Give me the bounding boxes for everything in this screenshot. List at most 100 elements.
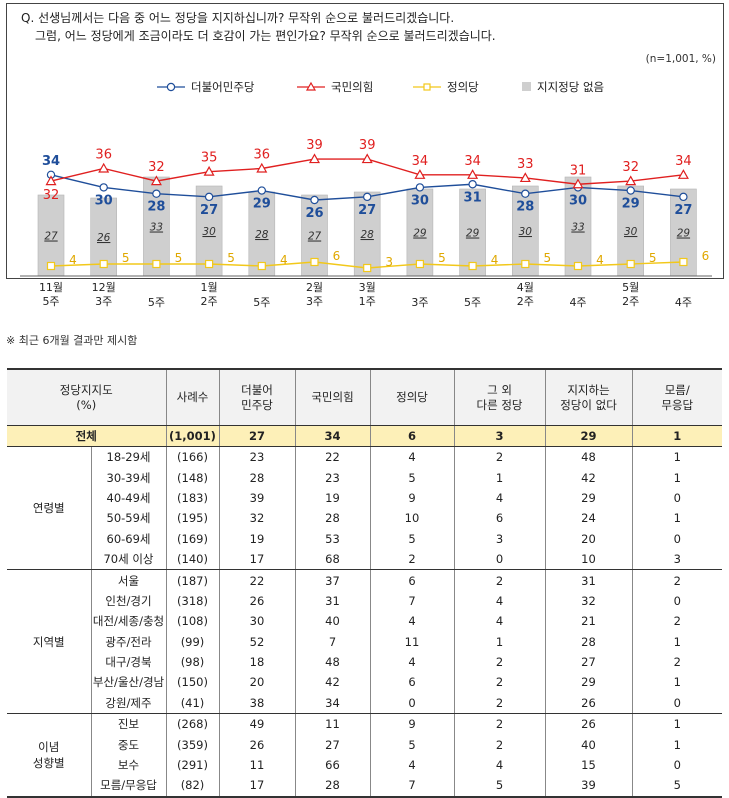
table-row: 모름/무응답 (82) 17 28 7 5 39 5: [7, 775, 722, 798]
bar-label-none-5: 27: [308, 231, 322, 243]
legend-marker-2: [423, 83, 431, 91]
label-democratic-3: 27: [200, 203, 218, 218]
value-cell: 39: [544, 775, 632, 798]
value-cell: 39: [218, 487, 295, 509]
value-cell: 21: [544, 611, 632, 632]
value-cell: 11: [369, 631, 454, 652]
table-row: 중도 (359) 26 27 5 2 40 1: [7, 734, 722, 755]
value-cell: 1: [453, 631, 545, 652]
value-cell: 32: [544, 590, 632, 612]
point-democratic-6: [363, 192, 372, 202]
value-cell: 7: [369, 775, 454, 798]
label-justice-10: 4: [596, 253, 604, 267]
table-row: 40-49세 (183) 39 19 9 4 29 0: [7, 487, 722, 509]
label-justice-8: 4: [491, 253, 499, 267]
value-cell: 0: [631, 692, 722, 715]
value-cell: 30: [218, 611, 295, 632]
x-tick-label-6-0: 3월: [359, 281, 376, 294]
value-cell: 0: [631, 528, 722, 549]
value-cell: 5: [369, 467, 454, 488]
value-cell: 7: [369, 590, 454, 612]
value-cell: 5: [369, 528, 454, 549]
x-tick-label-5-0: 2월: [306, 281, 323, 294]
value-cell: 19: [294, 487, 370, 509]
value-cell: 0: [369, 692, 454, 715]
value-cell: 6: [369, 425, 454, 447]
table-row: 이념 성향별 진보 (268) 49 11 9 2 26 1: [7, 713, 722, 798]
group-label: 이념 성향별: [7, 713, 92, 798]
label-democratic-9: 28: [516, 200, 534, 215]
header-cell-0: 정당지지도 (%): [7, 368, 166, 426]
value-cell: 2: [631, 651, 722, 673]
value-cell: 7: [294, 631, 370, 652]
sample-size: (82): [165, 775, 219, 798]
point-ppp-8: [467, 169, 479, 179]
sample-size: (108): [165, 611, 219, 632]
value-cell: 2: [631, 611, 722, 632]
value-cell: 2: [369, 548, 454, 571]
label-justice-12: 6: [702, 249, 710, 263]
label-ppp-3: 35: [201, 151, 218, 166]
value-cell: 22: [294, 446, 370, 468]
value-cell: 32: [218, 508, 295, 529]
point-ppp-5: [308, 153, 321, 164]
row-label: 18-29세: [106, 450, 151, 465]
value-cell: 22: [218, 569, 295, 591]
point-ppp-6: [361, 153, 373, 164]
value-cell: 2: [631, 569, 722, 591]
value-cell: 15: [544, 754, 632, 776]
value-cell: 49: [218, 713, 295, 735]
sample-size: (195): [165, 508, 219, 529]
table-row: 부산/울산/경남 (150) 20 42 6 2 29 1: [7, 672, 722, 693]
row-label: 대전/세종/충청: [92, 614, 165, 629]
label-justice-11: 5: [649, 251, 657, 265]
value-cell: 24: [544, 508, 632, 529]
value-cell: 10: [544, 548, 632, 571]
value-cell: 48: [294, 651, 370, 673]
x-tick-label-6-1: 1주: [359, 295, 376, 308]
label-ppp-0: 32: [43, 188, 60, 203]
table-row: 대구/경북 (98) 18 48 4 2 27 2: [7, 651, 722, 673]
point-justice-5: [310, 257, 319, 267]
row-label: 보수: [117, 758, 140, 773]
value-cell: 20: [544, 528, 632, 549]
bar-none-10: [564, 176, 592, 277]
value-cell: 6: [369, 672, 454, 693]
point-justice-9: [521, 259, 530, 269]
label-ppp-7: 34: [412, 154, 429, 169]
value-cell: 37: [294, 569, 370, 591]
point-ppp-9: [519, 172, 531, 183]
point-democratic-4: [257, 186, 266, 195]
value-cell: 2: [453, 672, 545, 693]
label-ppp-2: 32: [148, 160, 165, 175]
row-label: 30-39세: [106, 470, 151, 485]
value-cell: 0: [631, 754, 722, 776]
label-ppp-6: 39: [359, 138, 376, 153]
sample-size: (318): [165, 590, 219, 612]
sample-size: (187): [165, 569, 219, 591]
label-justice-7: 5: [438, 251, 446, 265]
x-tick-label-0-0: 11월: [39, 281, 63, 294]
value-cell: 1: [631, 713, 722, 735]
group-label: 지역별: [7, 569, 92, 715]
point-justice-3: [205, 259, 214, 269]
point-justice-4: [257, 261, 266, 271]
value-cell: 28: [294, 775, 370, 798]
value-cell: 0: [453, 548, 545, 571]
value-cell: 4: [369, 651, 454, 673]
question-line-1: Q. 선생님께서는 다음 중 어느 정당을 지지하십니까? 무작위 순으로 불러…: [21, 11, 455, 25]
point-justice-8: [468, 261, 477, 271]
point-ppp-10: [572, 178, 584, 189]
value-cell: 48: [544, 446, 632, 468]
value-cell: 9: [369, 713, 454, 735]
value-cell: 26: [544, 713, 632, 735]
bar-label-none-0: 27: [44, 231, 58, 243]
value-cell: 6: [453, 508, 545, 529]
row-label: 광주/전라: [105, 634, 152, 649]
label-democratic-10: 30: [569, 193, 587, 208]
value-cell: 34: [294, 425, 370, 447]
value-cell: 9: [369, 487, 454, 509]
value-cell: 28: [544, 631, 632, 652]
point-justice-0: [46, 261, 56, 271]
label-democratic-5: 26: [305, 206, 323, 221]
